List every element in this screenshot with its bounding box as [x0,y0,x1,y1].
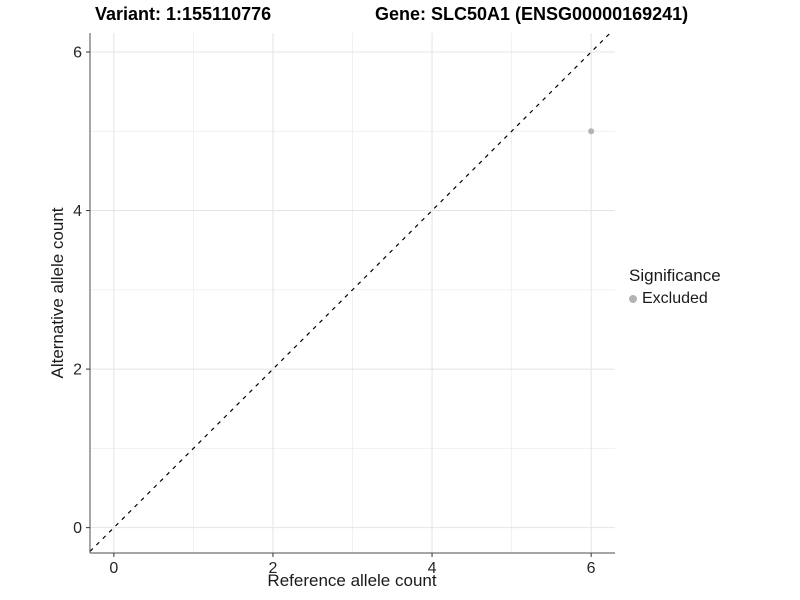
y-tick-label: 4 [73,203,82,220]
variant-title: Variant: 1:155110776 [95,4,272,24]
x-tick-label: 6 [587,560,596,577]
y-tick-label: 0 [73,520,82,537]
data-point [588,128,595,135]
x-tick-label: 2 [269,560,278,577]
gene-title: Gene: SLC50A1 (ENSG00000169241) [375,4,689,24]
legend-item-label: Excluded [642,290,708,307]
legend: Significance Excluded [629,266,721,308]
y-tick-label: 2 [73,362,82,379]
x-tick-label: 0 [109,560,118,577]
legend-title: Significance [629,266,721,285]
legend-item-excluded: Excluded [629,290,721,308]
x-tick-label: 4 [428,560,437,577]
x-axis-title: Reference allele count [267,571,437,590]
excluded-point-icon [629,295,637,303]
identity-dashed-line [89,32,611,552]
y-axis-title: Alternative allele count [48,207,67,379]
y-tick-label: 6 [73,45,82,62]
